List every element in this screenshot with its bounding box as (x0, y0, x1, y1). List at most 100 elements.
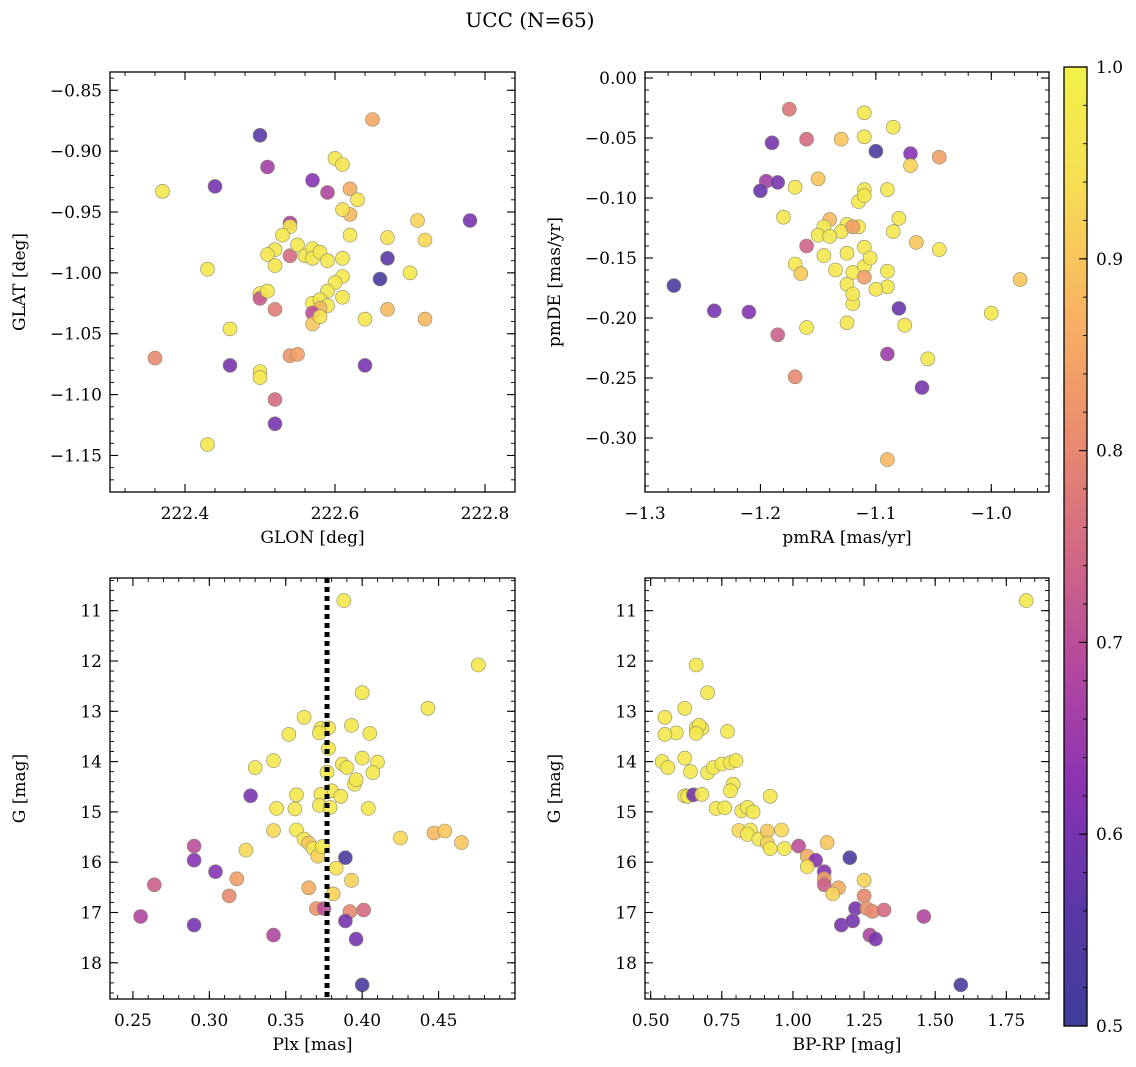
data-point (267, 302, 283, 317)
data-point (793, 266, 809, 281)
data-point (260, 283, 275, 299)
y-tick-label: −0.15 (585, 249, 637, 269)
data-point (348, 772, 364, 788)
data-point (238, 842, 254, 858)
y-tick-label: 18 (80, 954, 102, 974)
x-tick-label: 0.35 (267, 1011, 305, 1031)
data-point (281, 727, 297, 742)
data-point (312, 725, 327, 741)
data-point (762, 841, 778, 856)
data-point (880, 452, 895, 467)
y-tick-label: 14 (615, 753, 637, 773)
subplot-3: 0.25 0.30 0.35 0.40 0.45 11 12 13 14 15 16 17 18 Plx … (10, 577, 516, 1055)
data-point (365, 765, 381, 781)
data-point (822, 229, 838, 244)
y-tick-label: 16 (80, 853, 102, 873)
data-point (916, 909, 932, 924)
y-tick-label: −0.90 (50, 142, 102, 162)
figure-title: UCC (N=65) (465, 8, 594, 32)
data-point (312, 309, 328, 325)
y-tick-label: −0.30 (585, 429, 637, 449)
data-point (816, 877, 832, 893)
y-tick-label: 12 (615, 652, 637, 672)
data-point (862, 250, 878, 266)
axes-frame (644, 577, 1050, 1000)
data-point (723, 783, 738, 799)
data-point (410, 213, 425, 228)
data-point (267, 416, 283, 432)
y-tick-label: 16 (615, 853, 637, 873)
x-tick-label: −1.3 (624, 504, 665, 524)
data-point (267, 258, 283, 273)
data-point (269, 801, 284, 816)
data-point (335, 250, 350, 266)
data-point (147, 877, 162, 893)
data-point (787, 179, 803, 195)
data-point (186, 852, 202, 868)
data-point (252, 128, 268, 143)
data-point (339, 760, 355, 775)
y-tick-label: −0.05 (585, 129, 637, 149)
data-point (688, 726, 704, 741)
data-point (694, 786, 710, 802)
data-point (891, 301, 907, 316)
data-point (360, 801, 376, 816)
data-point (296, 709, 312, 725)
data-point (720, 724, 735, 739)
data-point (289, 787, 304, 803)
data-point (335, 289, 350, 305)
colorbar-tick-label: 0.9 (1096, 250, 1123, 270)
data-point (799, 320, 814, 335)
x-tick-label: 222.8 (461, 504, 510, 524)
data-point (819, 835, 835, 850)
data-point (856, 888, 872, 904)
x-tick-label: 0.75 (703, 1011, 741, 1031)
data-point (393, 830, 408, 846)
y-tick-label: −0.95 (50, 203, 102, 223)
x-tick-label: 0.50 (632, 1011, 670, 1031)
y-tick-label: −0.85 (50, 81, 102, 101)
y-tick-label: 12 (80, 652, 102, 672)
data-point (335, 157, 350, 172)
data-point (357, 358, 373, 373)
data-point (380, 302, 395, 317)
x-tick-label: 0.45 (420, 1011, 458, 1031)
data-point (868, 931, 883, 947)
data-point (903, 158, 918, 173)
data-point (683, 764, 698, 779)
data-point (762, 788, 778, 804)
data-point (186, 917, 202, 933)
data-point (868, 143, 884, 159)
colorbar-tick-label: 0.8 (1096, 442, 1123, 462)
data-point (891, 211, 907, 226)
y-tick-label: 0.00 (599, 69, 637, 89)
data-point (700, 685, 715, 701)
subplots: 222.4 222.6 222.8 −0.85 −0.90 −0.95 −1.00 −1.05… (10, 69, 1050, 1055)
y-tick-label: 15 (80, 803, 102, 823)
data-point (354, 750, 370, 766)
colorbar-tick-label: 0.6 (1096, 825, 1123, 845)
x-tick-label: 222.6 (311, 504, 360, 524)
subplot-4: 0.50 0.75 1.00 1.25 1.50 1.75 11 12 13 14 15 16 17 18… (545, 577, 1050, 1055)
data-point (305, 173, 320, 188)
data-point (799, 131, 814, 147)
data-point (354, 685, 370, 701)
data-point (344, 718, 359, 733)
colorbar: 0.5 0.6 0.7 0.8 0.9 1.0 (1063, 58, 1123, 1037)
data-point (897, 317, 913, 333)
data-point (828, 262, 843, 278)
data-point (320, 253, 335, 269)
data-point (776, 209, 791, 225)
y-axis-label: pmDE [mas/yr] (545, 217, 565, 347)
axes-frame (109, 577, 516, 1000)
data-point (342, 227, 358, 243)
data-point (845, 286, 861, 302)
data-point (845, 913, 861, 929)
y-tick-label: 14 (80, 753, 102, 773)
data-point (1018, 593, 1034, 608)
data-point (880, 263, 895, 279)
data-point (437, 823, 453, 839)
data-point (207, 179, 223, 194)
data-point (417, 311, 433, 327)
